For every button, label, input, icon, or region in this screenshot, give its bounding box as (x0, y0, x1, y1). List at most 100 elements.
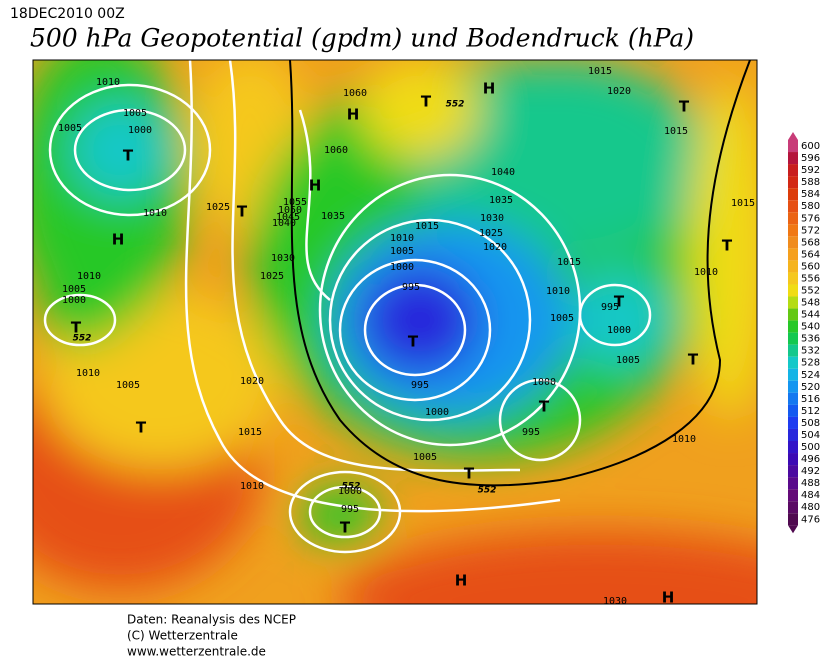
colorbar-label: 516 (801, 394, 820, 405)
colorbar-label: 572 (801, 225, 820, 236)
colorbar-label: 568 (801, 237, 820, 248)
pressure-center: H (309, 177, 322, 195)
contour-label: 552 (478, 486, 497, 496)
isobar-label: 1010 (672, 434, 696, 445)
date: 18DEC2010 00Z (10, 6, 125, 22)
isobar-label: 1000 (390, 262, 414, 273)
isobar-label: 1025 (479, 228, 503, 239)
isobar-label: 1060 (343, 88, 367, 99)
colorbar-swatch (788, 344, 798, 357)
colorbar-swatch (788, 428, 798, 441)
colorbar-label: 548 (801, 298, 820, 309)
colorbar-swatch (788, 188, 798, 201)
pressure-center: H (662, 589, 675, 607)
isobar-label: 1000 (62, 295, 86, 306)
isobar-label: 1005 (616, 355, 640, 366)
colorbar-swatch (788, 164, 798, 177)
colorbar-swatch (788, 404, 798, 417)
pressure-center: H (347, 106, 360, 124)
contour-label: 552 (446, 100, 465, 110)
colorbar-swatch (788, 501, 798, 514)
isobar-label: 1020 (607, 86, 631, 97)
colorbar-label: 520 (801, 382, 820, 393)
colorbar-label: 528 (801, 358, 820, 369)
isobar-label: 1015 (664, 126, 688, 137)
colorbar-swatch (788, 465, 798, 478)
isobar-label: 1010 (143, 208, 167, 219)
colorbar-label: 588 (801, 177, 820, 188)
isobar-label: 1010 (96, 77, 120, 88)
isobar-label: 1010 (694, 267, 718, 278)
pressure-center: T (539, 398, 550, 416)
colorbar-label: 564 (801, 249, 820, 260)
colorbar-swatch (788, 248, 798, 261)
isobar-label: 1015 (557, 257, 581, 268)
isobar-label: 1000 (425, 407, 449, 418)
colorbar-label: 480 (801, 502, 820, 513)
colorbar-swatch (788, 380, 798, 393)
isobar-label: 1005 (123, 108, 147, 119)
colorbar-label: 580 (801, 201, 820, 212)
isobar-label: 1060 (324, 145, 348, 156)
isobar-label: 1015 (731, 198, 755, 209)
isobar-label: 1010 (546, 286, 570, 297)
isobar-label: 1050 (278, 205, 302, 216)
isobar-label: 1030 (271, 253, 295, 264)
colorbar-swatch (788, 260, 798, 273)
pressure-center: T (688, 351, 699, 369)
colorbar-label: 484 (801, 490, 820, 501)
colorbar-label: 532 (801, 346, 820, 357)
colorbar-label: 584 (801, 189, 820, 200)
title: 500 hPa Geopotential (gpdm) und Bodendru… (30, 24, 694, 53)
isobar-label: 995 (411, 380, 429, 391)
colorbar-swatch (788, 236, 798, 249)
map-frame (32, 59, 758, 605)
colorbar-label: 536 (801, 334, 820, 345)
colorbar-label: 512 (801, 406, 820, 417)
isobar-label: 1000 (607, 325, 631, 336)
isobar-label: 1020 (483, 242, 507, 253)
isobar-label: 1015 (415, 221, 439, 232)
colorbar-label: 476 (801, 514, 820, 525)
isobar-label: 1000 (128, 125, 152, 136)
colorbar-swatch (788, 212, 798, 225)
contour-label: 552 (342, 482, 361, 492)
colorbar-label: 504 (801, 430, 820, 441)
pressure-center: T (340, 519, 351, 537)
footer-line: Daten: Reanalysis des NCEP (127, 613, 296, 627)
colorbar-swatch (788, 200, 798, 213)
colorbar-tip (788, 132, 798, 140)
pressure-center: T (71, 319, 82, 337)
colorbar-swatch (788, 453, 798, 466)
colorbar-swatch (788, 368, 798, 381)
colorbar-swatch (788, 308, 798, 321)
isobar-label: 1005 (116, 380, 140, 391)
isobar-label: 1040 (272, 218, 296, 229)
colorbar-swatch (788, 140, 798, 153)
colorbar-swatch (788, 489, 798, 502)
colorbar-label: 552 (801, 286, 820, 297)
colorbar-swatch (788, 296, 798, 309)
isobar-label: 1030 (480, 213, 504, 224)
colorbar-label: 544 (801, 310, 820, 321)
colorbar-label: 560 (801, 261, 820, 272)
pressure-center: T (679, 98, 690, 116)
pressure-center: H (112, 231, 125, 249)
colorbar-swatch (788, 284, 798, 297)
isobar-label: 995 (402, 282, 420, 293)
isobar-label: 1015 (238, 427, 262, 438)
pressure-center: T (421, 93, 432, 111)
isobar-label: 1010 (76, 368, 100, 379)
colorbar-swatch (788, 332, 798, 345)
isobar-label: 1055 (283, 197, 307, 208)
map-labels: 1010 1005 1000 1005 1010 1025 1060 1060 10551050… (58, 66, 755, 607)
pressure-center: T (123, 147, 134, 165)
pressure-center: T (136, 419, 147, 437)
colorbar-swatch (788, 320, 798, 333)
colorbar-swatch (788, 441, 798, 454)
isobar-label: 1025 (260, 271, 284, 282)
pressure-center: T (614, 293, 625, 311)
colorbar-label: 496 (801, 454, 820, 465)
isobar-label: 1005 (413, 452, 437, 463)
